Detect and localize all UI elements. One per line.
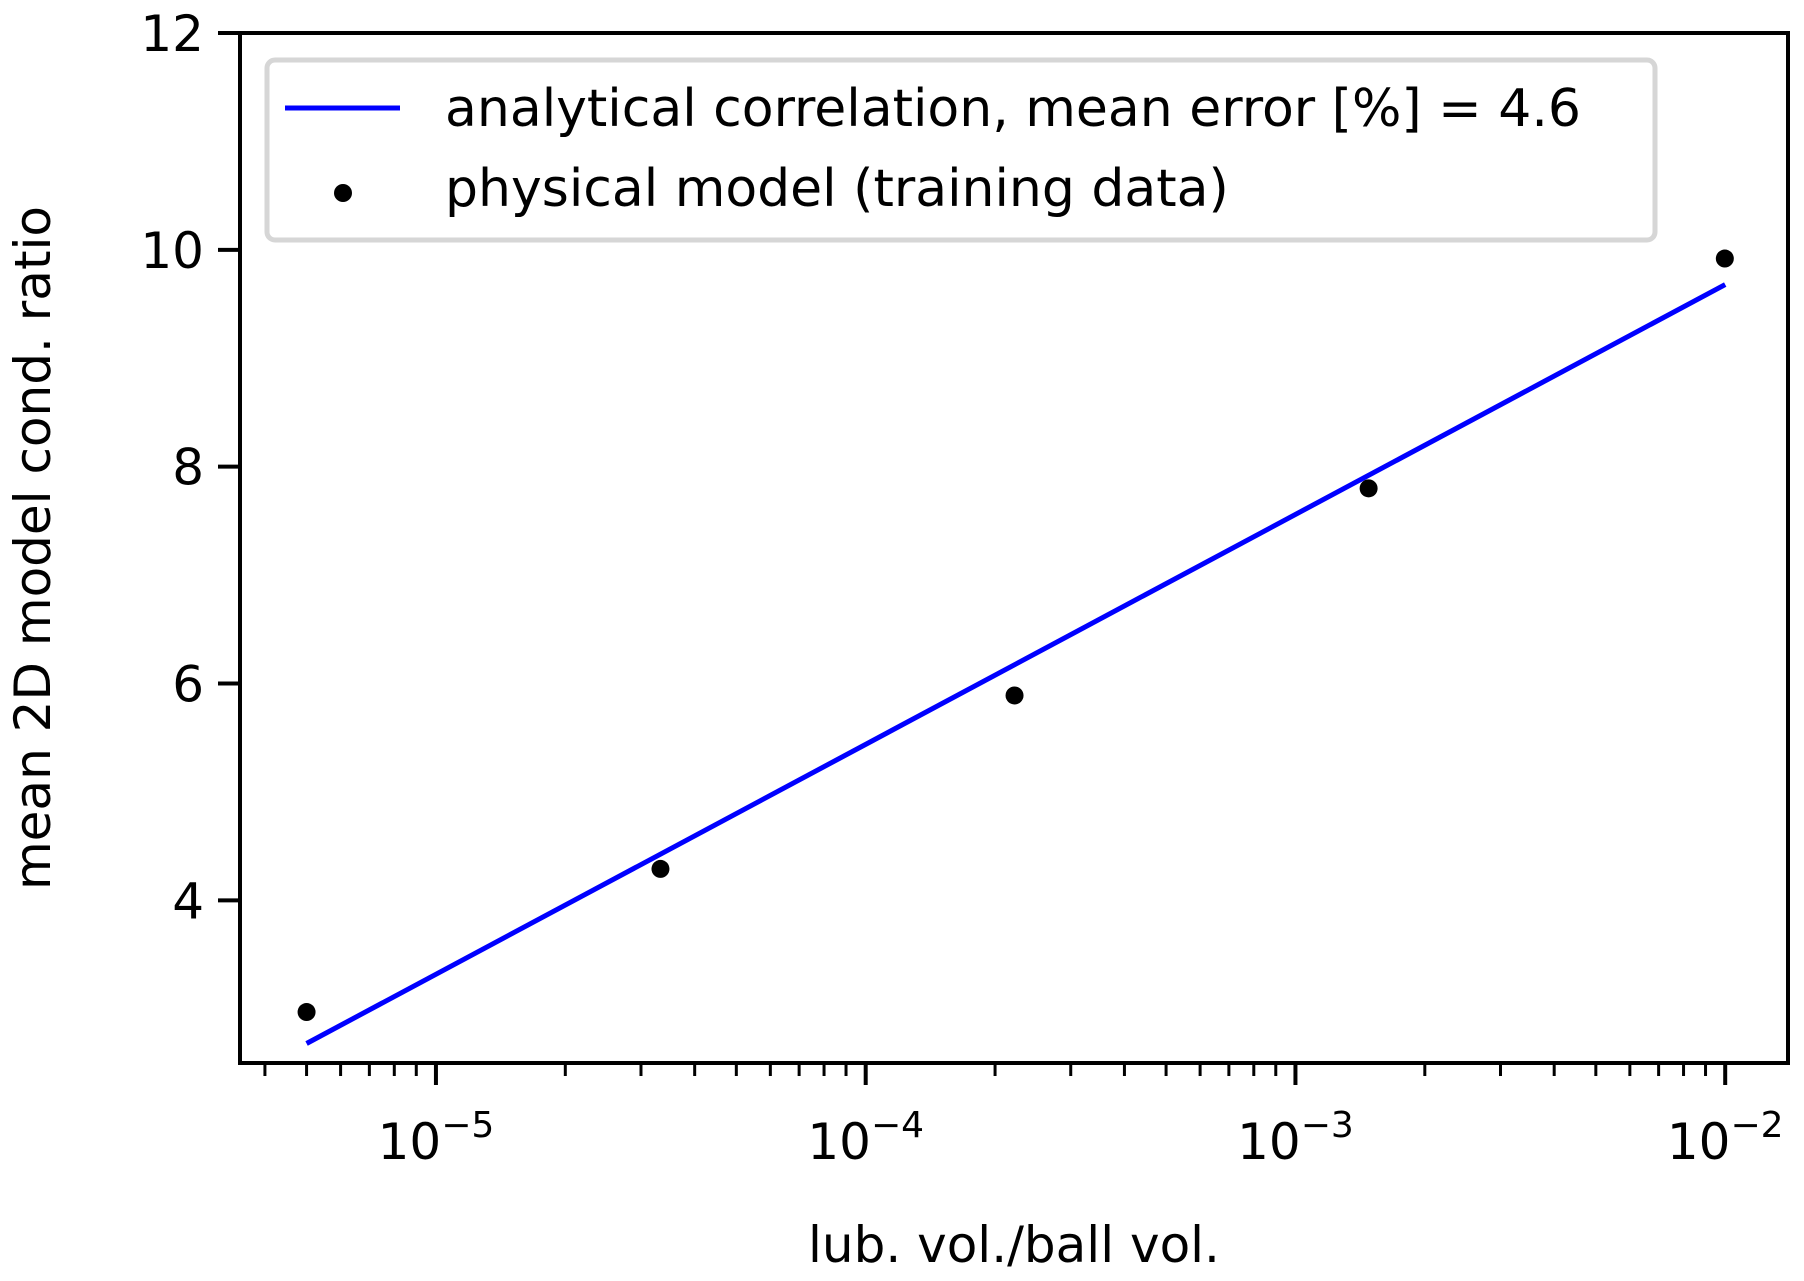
y-tick-label: 6 [172, 656, 204, 714]
legend-dot-swatch [334, 184, 352, 202]
data-point [651, 859, 670, 878]
data-point [297, 1003, 316, 1022]
legend-label-physical: physical model (training data) [445, 159, 1229, 219]
y-tick-label: 12 [140, 5, 204, 63]
legend-box [264, 57, 1658, 243]
data-point [1715, 249, 1734, 268]
y-tick-label: 8 [172, 439, 204, 497]
x-tick-label: 10−4 [807, 1105, 924, 1171]
correlation-line [305, 282, 1727, 1046]
y-tick-label: 4 [172, 872, 204, 930]
legend-label-analytical: analytical correlation, mean error [%] =… [445, 79, 1581, 139]
y-axis-label: mean 2D model cond. ratio [4, 206, 62, 890]
y-tick-label: 10 [140, 222, 204, 280]
x-tick-label: 10−5 [378, 1105, 495, 1171]
x-tick-label: 10−3 [1237, 1105, 1354, 1171]
data-point [1005, 686, 1024, 705]
plot-area [297, 249, 1734, 1046]
axis-ticks: 4 6 8 10 12 10−5 10−4 10−3 10−2 [140, 5, 1783, 1171]
legend: analytical correlation, mean error [%] =… [264, 57, 1658, 243]
axes-frame [238, 31, 1790, 1065]
x-axis-label: lub. vol./ball vol. [808, 1216, 1220, 1274]
x-tick-label: 10−2 [1667, 1105, 1784, 1171]
data-point [1359, 479, 1378, 498]
